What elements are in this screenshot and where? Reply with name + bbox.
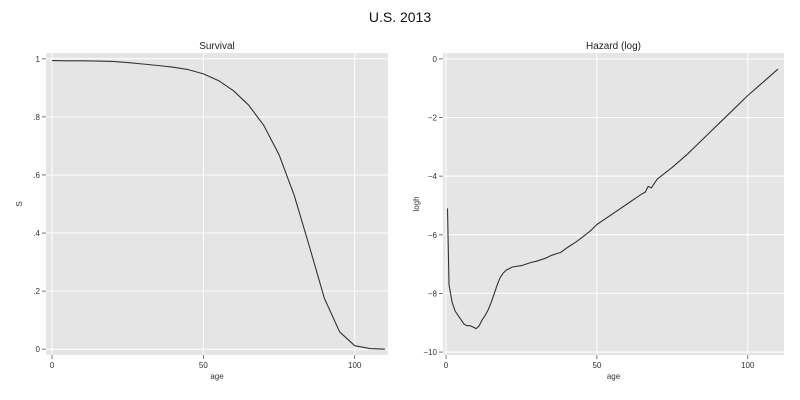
hazard-x-axis-label: age [607, 372, 621, 381]
hazard-y-tick-label: −4 [428, 172, 438, 181]
hazard-y-tick-label: −6 [428, 231, 438, 240]
hazard-plot-area [443, 53, 784, 355]
hazard-y-tick-label: 0 [433, 55, 438, 64]
hazard-series-line [446, 68, 779, 330]
survival-series-line [52, 60, 386, 350]
survival-y-tick-label: 1 [36, 55, 41, 64]
survival-panel-title: Survival [199, 41, 235, 52]
hazard-x-tick-label: 100 [741, 361, 755, 370]
survival-panel: Survival 0 50 100 0 .2 .4 .6 .8 1 age S [15, 41, 388, 381]
hazard-y-tick-label: −10 [423, 348, 437, 357]
survival-x-axis-label: age [210, 372, 224, 381]
survival-y-tick-label: .2 [33, 287, 40, 296]
hazard-panel-title: Hazard (log) [586, 41, 641, 52]
survival-x-tick-label: 100 [348, 361, 362, 370]
hazard-x-tick-label: 50 [592, 361, 601, 370]
hazard-panel: Hazard (log) 0 50 100 −10 −8 −6 −4 −2 0 age logh [412, 41, 784, 381]
hazard-y-tick-label: −2 [428, 114, 438, 123]
survival-x-tick-label: 50 [199, 361, 208, 370]
survival-y-tick-label: .4 [33, 229, 40, 238]
survival-y-tick-label: .8 [33, 113, 40, 122]
survival-x-tick-label: 0 [50, 361, 55, 370]
survival-y-axis-label: S [15, 201, 24, 206]
survival-plot-area [46, 53, 388, 355]
hazard-x-tick-label: 0 [444, 361, 449, 370]
hazard-y-axis-label: logh [412, 196, 421, 211]
figure-title: U.S. 2013 [368, 9, 432, 25]
survival-y-tick-label: .6 [33, 171, 40, 180]
survival-y-tick-label: 0 [36, 345, 41, 354]
hazard-y-tick-label: −8 [428, 289, 438, 298]
